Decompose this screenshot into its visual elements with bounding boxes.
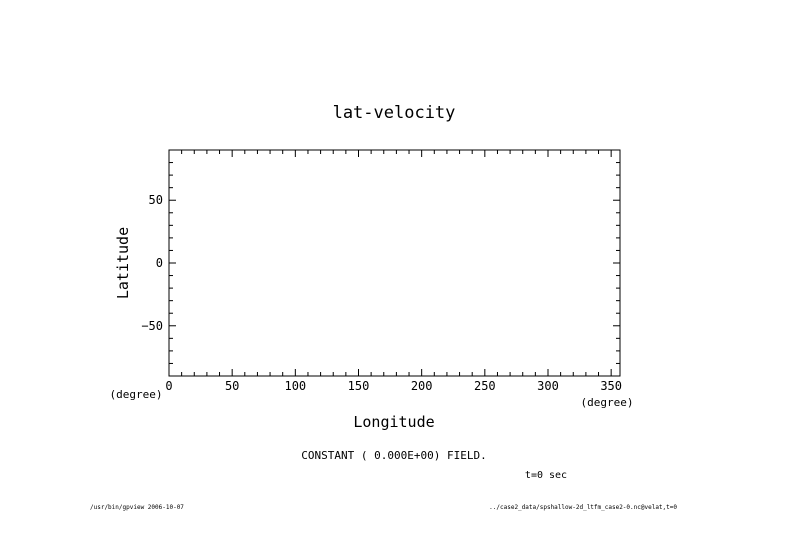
axis-ticks — [168, 149, 620, 377]
x-axis-label: Longitude — [353, 413, 434, 431]
x-tick-label: 50 — [225, 379, 239, 393]
x-tick-label: 300 — [537, 379, 559, 393]
y-tick-label: 50 — [149, 193, 163, 207]
x-tick-label: 0 — [165, 379, 172, 393]
x-tick-label: 250 — [474, 379, 496, 393]
y-axis-unit: (degree) — [110, 388, 163, 401]
chart-title: lat-velocity — [333, 103, 456, 123]
x-tick-label: 200 — [411, 379, 433, 393]
x-axis-unit: (degree) — [581, 396, 634, 409]
x-tick-labels: 0 50 100 150 200 250 300 350 — [165, 379, 622, 393]
footer-left: /usr/bin/gpview 2006-10-07 — [90, 504, 184, 511]
y-tick-label: 0 — [156, 256, 163, 270]
y-tick-labels: −50 0 50 — [141, 193, 163, 333]
y-tick-label: −50 — [141, 319, 163, 333]
y-axis-label: Latitude — [114, 227, 132, 299]
x-tick-label: 100 — [284, 379, 306, 393]
time-label: t=0 sec — [525, 470, 567, 481]
plot-frame — [168, 149, 621, 377]
footer-right: ../case2_data/spshallow-2d_ltfm_case2-0.… — [489, 504, 677, 511]
x-tick-label: 350 — [600, 379, 622, 393]
field-annotation: CONSTANT ( 0.000E+00) FIELD. — [301, 449, 486, 462]
x-tick-label: 150 — [348, 379, 370, 393]
